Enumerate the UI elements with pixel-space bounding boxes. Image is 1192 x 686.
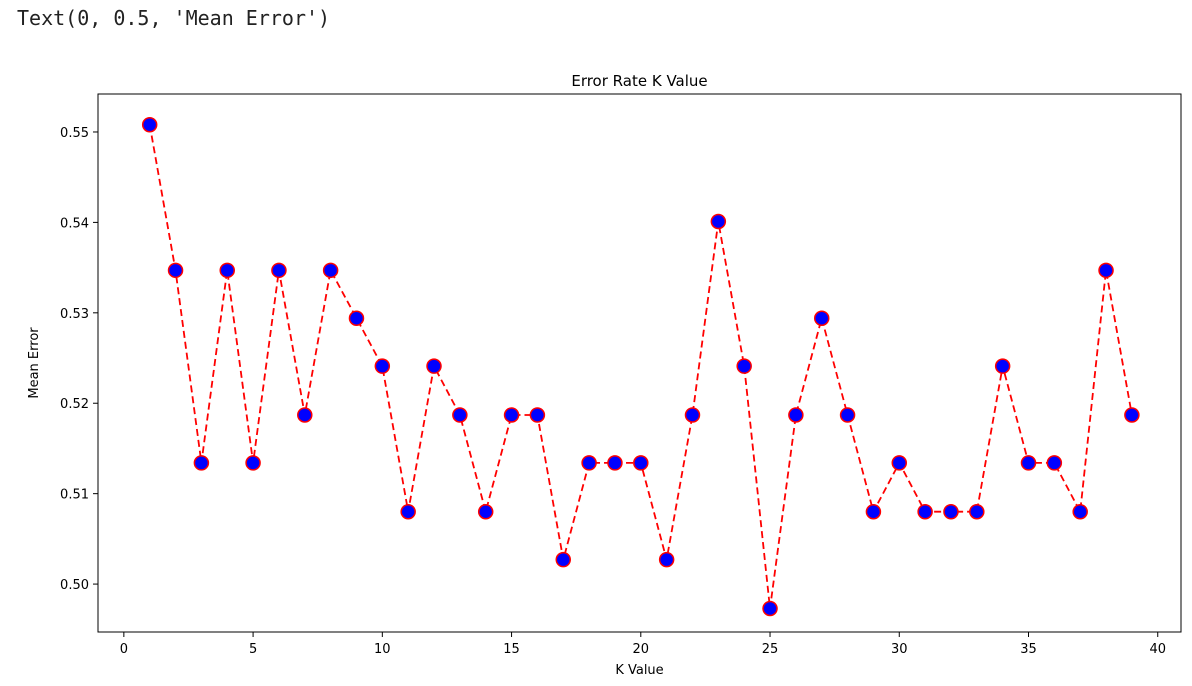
data-point-marker [193,455,210,471]
x-tick-label: 15 [503,642,520,657]
data-point-marker [865,503,882,520]
data-point-marker [581,455,597,471]
data-point-marker [917,503,933,520]
y-tick-label: 0.55 [60,126,89,141]
data-point-marker [813,310,830,326]
data-point-marker [374,358,391,374]
data-point-marker [710,213,727,230]
x-axis-label: K Value [615,663,663,678]
data-point-marker [736,358,752,374]
y-tick-label: 0.51 [60,488,89,503]
data-point-marker [1072,503,1088,520]
data-point-marker [658,551,675,568]
x-tick-label: 20 [633,642,650,657]
y-tick-label: 0.53 [60,307,89,322]
plot-area-frame [97,93,1182,633]
data-point-marker [943,503,959,520]
data-point-marker [400,503,416,520]
x-tick-label: 35 [1020,642,1037,657]
data-point-marker [141,116,158,133]
x-tick-label: 0 [120,642,128,657]
data-point-marker [788,407,804,423]
y-tick-label: 0.52 [60,397,89,412]
data-point-marker [322,262,339,279]
series-line [148,124,1133,609]
data-point-marker [452,407,468,423]
data-point-marker [607,455,623,471]
data-point-marker [1124,407,1140,423]
y-axis-ticks: 0.50 0.51 0.52 0.53 0.54 0.55 [60,126,98,593]
x-tick-label: 30 [891,642,908,657]
data-point-marker [503,407,520,423]
x-tick-label: 25 [762,642,779,657]
data-point-marker [167,262,184,279]
data-point-marker [839,407,856,423]
data-point-marker [994,358,1011,374]
data-point-marker [684,407,701,423]
data-point-marker [529,407,546,423]
y-tick-label: 0.54 [60,216,89,231]
y-tick-label: 0.50 [60,578,89,593]
data-point-marker [477,503,494,520]
data-point-marker [969,503,985,520]
series-markers [141,116,1140,617]
data-point-marker [1020,455,1037,471]
chart-title: Error Rate K Value [571,72,707,90]
x-tick-label: 40 [1149,642,1166,657]
data-point-marker [891,455,908,471]
data-point-marker [762,600,778,617]
data-point-marker [297,407,313,423]
cell-output-text: Text(0, 0.5, 'Mean Error') [17,6,331,30]
data-point-marker [271,262,287,279]
data-point-marker [219,262,235,279]
x-tick-label: 5 [249,642,257,657]
data-point-marker [1098,262,1114,279]
data-point-marker [555,551,572,568]
data-point-marker [1046,455,1063,471]
y-axis-label: Mean Error [27,327,42,399]
data-point-marker [348,310,365,326]
data-point-marker [426,358,442,374]
x-axis-ticks: 0 5 10 15 20 25 30 35 40 [120,632,1166,657]
data-point-marker [633,455,649,471]
data-point-marker [245,455,261,471]
x-tick-label: 10 [374,642,391,657]
